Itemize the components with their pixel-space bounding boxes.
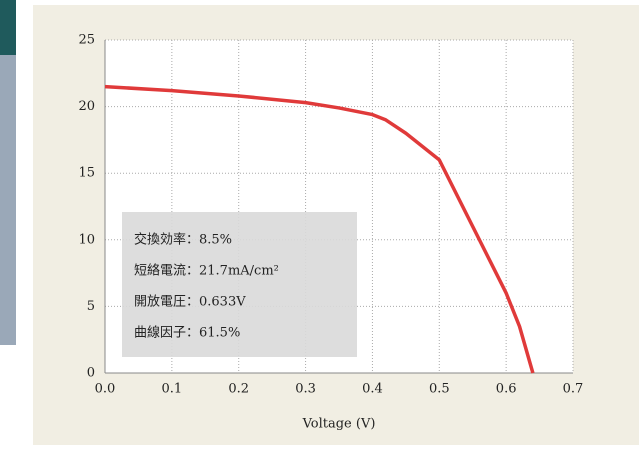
plot: 0 5 10 15 20 25 0.0 0.1 0.2 0.3 0.4 0.5 0.6 0.7 Voltag… — [78, 33, 583, 432]
x-tick-label: 0.5 — [429, 382, 450, 397]
x-tick-label: 0.4 — [362, 382, 383, 397]
chart: 0 5 10 15 20 25 0.0 0.1 0.2 0.3 0.4 0.5 0.6 0.7 Voltag… — [0, 0, 639, 445]
x-tick-label: 0.2 — [228, 382, 249, 397]
y-tick-label: 0 — [87, 366, 95, 381]
side-strip-top — [0, 0, 16, 55]
x-tick-label: 0.7 — [563, 382, 584, 397]
y-tick-label: 5 — [87, 299, 95, 314]
annotation: 交換効率：8.5% — [134, 232, 232, 248]
annotation: 短絡電流：21.7mA/cm² — [134, 263, 279, 279]
y-tick-label: 25 — [78, 33, 95, 48]
x-axis-label: Voltage (V) — [302, 417, 376, 432]
x-tick-label: 0.3 — [295, 382, 316, 397]
y-tick-label: 20 — [78, 99, 95, 114]
x-tick-label: 0.0 — [95, 382, 116, 397]
y-tick-label: 10 — [78, 232, 95, 247]
annotation: 開放電圧：0.633V — [134, 295, 246, 310]
annotation: 曲線因子：61.5% — [134, 325, 240, 341]
y-tick-label: 15 — [78, 166, 95, 181]
x-tick-label: 0.6 — [496, 382, 517, 397]
x-tick-label: 0.1 — [162, 382, 183, 397]
